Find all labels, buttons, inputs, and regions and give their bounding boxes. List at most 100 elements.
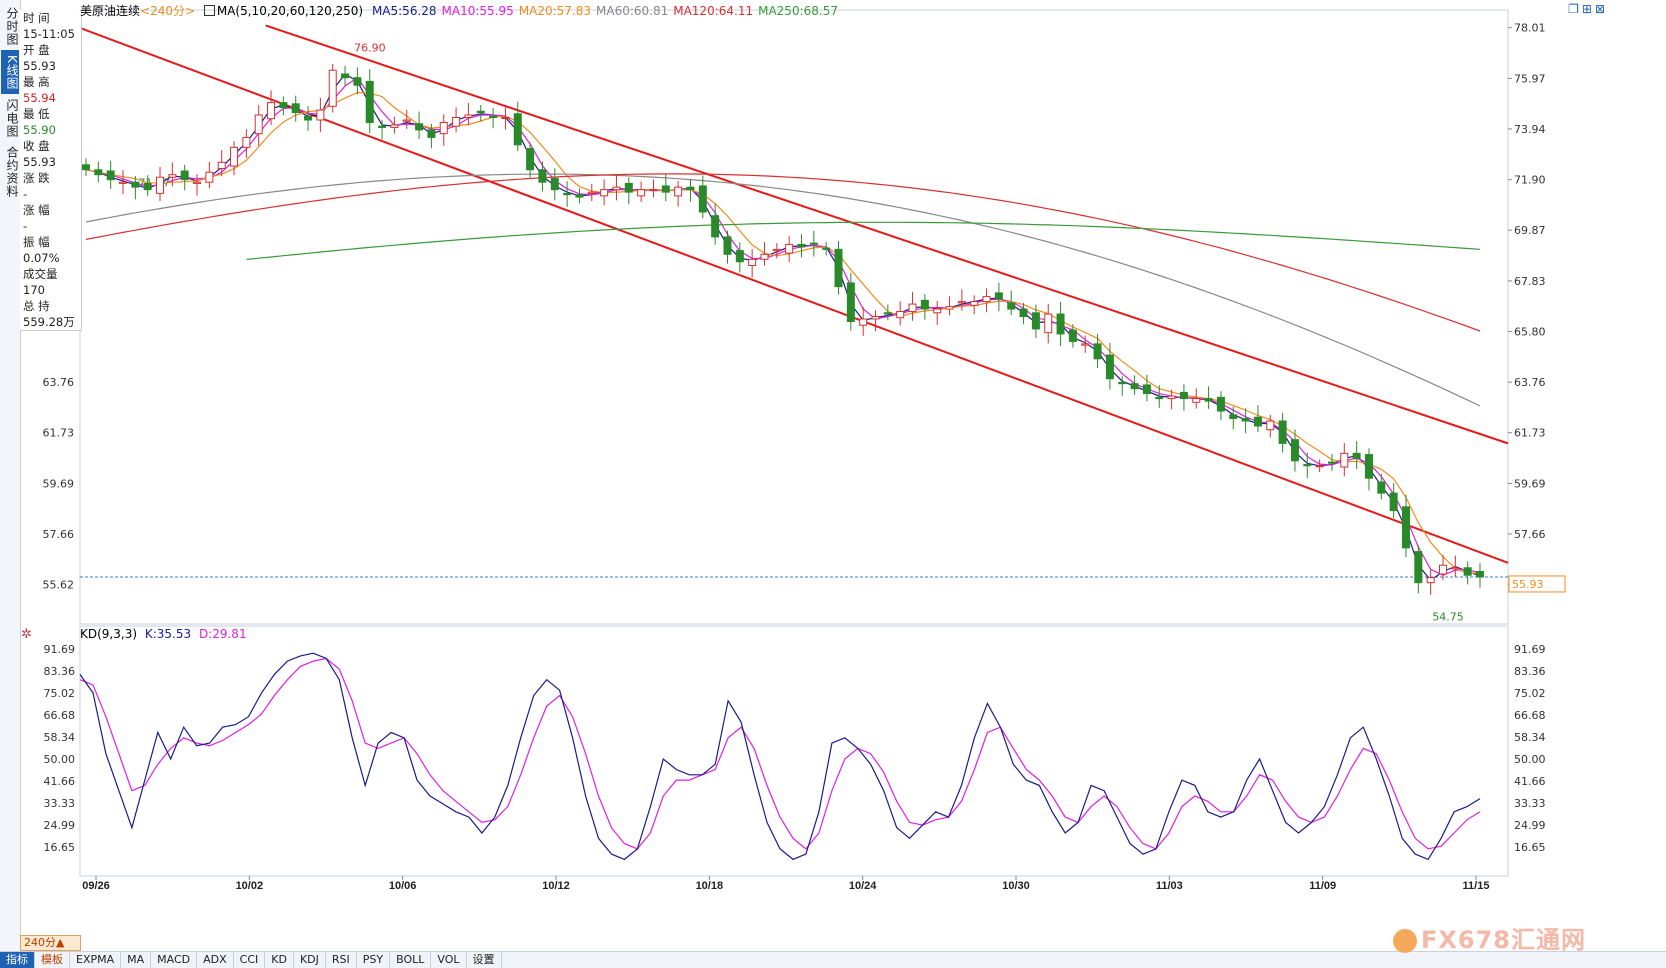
candle-body xyxy=(1019,308,1028,318)
candle-body xyxy=(168,174,177,178)
close-icon[interactable]: ⊠ xyxy=(1594,2,1608,16)
candle-body xyxy=(970,301,979,306)
ma250-line xyxy=(246,221,1481,261)
y-tick-label-left: 61.73 xyxy=(43,427,75,440)
ma20-line xyxy=(85,91,1481,575)
candle-body xyxy=(1426,577,1435,584)
kd-definition: KD(9,3,3) xyxy=(80,627,138,641)
ma-value-label: MA250:68.57 xyxy=(758,4,838,18)
candle-body xyxy=(859,318,868,326)
toolbar-tab[interactable]: EXPMA xyxy=(70,952,122,968)
price-axis: 09/26 10/02 10/06 10/12 10/18 10/24 10/30 11/03… xyxy=(43,22,1566,892)
timeframe-selector[interactable]: 240分▲ xyxy=(20,935,81,951)
toolbar-tab[interactable]: KD xyxy=(265,952,294,968)
toolbar-tab[interactable]: RSI xyxy=(326,952,357,968)
candle-body xyxy=(637,189,646,197)
tab-timeshare[interactable]: 分时图 xyxy=(5,6,19,46)
tab-kline[interactable]: K线图 xyxy=(1,50,19,94)
info-value: - xyxy=(23,219,28,233)
kd-tick-label: 58.34 xyxy=(1514,731,1546,744)
kd-tick-label-left: 83.36 xyxy=(44,665,76,678)
moving-averages xyxy=(85,73,1481,582)
left-sidebar: 分时图 K线图 闪电图 合约资料 xyxy=(0,0,21,960)
candle-body xyxy=(945,306,954,310)
tab-contract-info[interactable]: 合约资料 xyxy=(5,146,19,198)
candle-body xyxy=(1241,418,1250,422)
info-value: 170 xyxy=(23,283,45,297)
ma-box-icon[interactable] xyxy=(203,5,215,16)
candle-body xyxy=(1007,302,1016,310)
candle-body xyxy=(464,114,473,119)
candle-body xyxy=(94,169,103,176)
info-value: - xyxy=(23,187,28,201)
candle-body xyxy=(489,115,498,119)
candle-body xyxy=(291,103,300,114)
toolbar-tab[interactable]: PSY xyxy=(357,952,391,968)
toolbar-tab[interactable]: VOL xyxy=(431,952,467,968)
toolbar-tab[interactable]: KDJ xyxy=(294,952,326,968)
candle-body xyxy=(550,177,559,191)
kd-settings-icon[interactable]: ✲ xyxy=(21,627,32,642)
grid-icon[interactable]: ⊞ xyxy=(1581,2,1595,16)
candle-body xyxy=(143,182,152,191)
candle-body xyxy=(119,181,128,184)
y-tick-label: 65.80 xyxy=(1514,325,1546,338)
kd-tick-label-left: 33.33 xyxy=(44,797,76,810)
candle-body xyxy=(1068,329,1077,342)
candle-body xyxy=(1389,492,1398,512)
candle-body xyxy=(180,170,189,181)
toolbar-tab[interactable]: BOLL xyxy=(390,952,432,968)
candle-body xyxy=(1031,312,1040,330)
window-controls: ❐⊞⊠ xyxy=(1568,2,1608,16)
candle-body xyxy=(1438,564,1447,575)
y-tick-label-left: 59.69 xyxy=(43,477,75,490)
candle-body xyxy=(674,186,683,197)
ma120-line xyxy=(85,173,1481,332)
toolbar-tab[interactable]: 模板 xyxy=(35,952,70,968)
candle-body xyxy=(402,119,411,122)
candle-body xyxy=(230,146,239,167)
info-label: 收 盘 xyxy=(23,139,50,153)
toolbar-tab[interactable]: CCI xyxy=(234,952,266,968)
toolbar-tab[interactable]: 设置 xyxy=(467,952,502,968)
kd-tick-label-left: 58.34 xyxy=(44,731,76,744)
candle-body xyxy=(1093,343,1102,360)
x-tick-label: 09/26 xyxy=(82,880,110,892)
candle-body xyxy=(649,189,658,192)
candle-body xyxy=(1278,420,1287,444)
candle-body xyxy=(661,185,670,193)
candle-body xyxy=(304,115,313,121)
y-tick-label-left: 63.76 xyxy=(43,376,75,389)
toolbar-tab[interactable]: MA xyxy=(121,952,152,968)
watermark-logo: FX678汇通网 xyxy=(1393,920,1586,955)
info-label: 振 幅 xyxy=(23,235,50,249)
candle-body xyxy=(563,192,572,196)
kd-tick-label-left: 91.69 xyxy=(44,643,76,656)
y-tick-label: 71.90 xyxy=(1514,174,1546,187)
candle-body xyxy=(1340,452,1349,468)
toolbar-tab[interactable]: 指标 xyxy=(0,952,35,968)
candle-body xyxy=(612,186,621,191)
candle-body xyxy=(600,189,609,197)
toolbar-tab[interactable]: ADX xyxy=(197,952,234,968)
candle-body xyxy=(1303,464,1312,467)
channel-line xyxy=(265,24,1509,445)
candle-body xyxy=(452,117,461,127)
candle-body xyxy=(735,250,744,263)
toolbar-tab[interactable]: MACD xyxy=(151,952,198,968)
candle-body xyxy=(896,311,905,319)
candle-body xyxy=(242,136,251,148)
y-tick-label: 63.76 xyxy=(1514,376,1546,389)
restore-icon[interactable]: ❐ xyxy=(1568,2,1582,16)
tab-flash[interactable]: 闪电图 xyxy=(5,98,19,138)
candle-body xyxy=(797,243,806,248)
candle-body xyxy=(982,296,991,303)
x-tick-label: 11/09 xyxy=(1309,880,1336,892)
info-label: 时 间 xyxy=(23,11,50,25)
y-tick-label: 61.73 xyxy=(1514,427,1546,440)
kd-tick-label: 66.68 xyxy=(1514,709,1546,722)
y-tick-label: 78.01 xyxy=(1514,22,1546,35)
candle-body xyxy=(205,171,214,183)
kd-k-line xyxy=(79,652,1481,861)
